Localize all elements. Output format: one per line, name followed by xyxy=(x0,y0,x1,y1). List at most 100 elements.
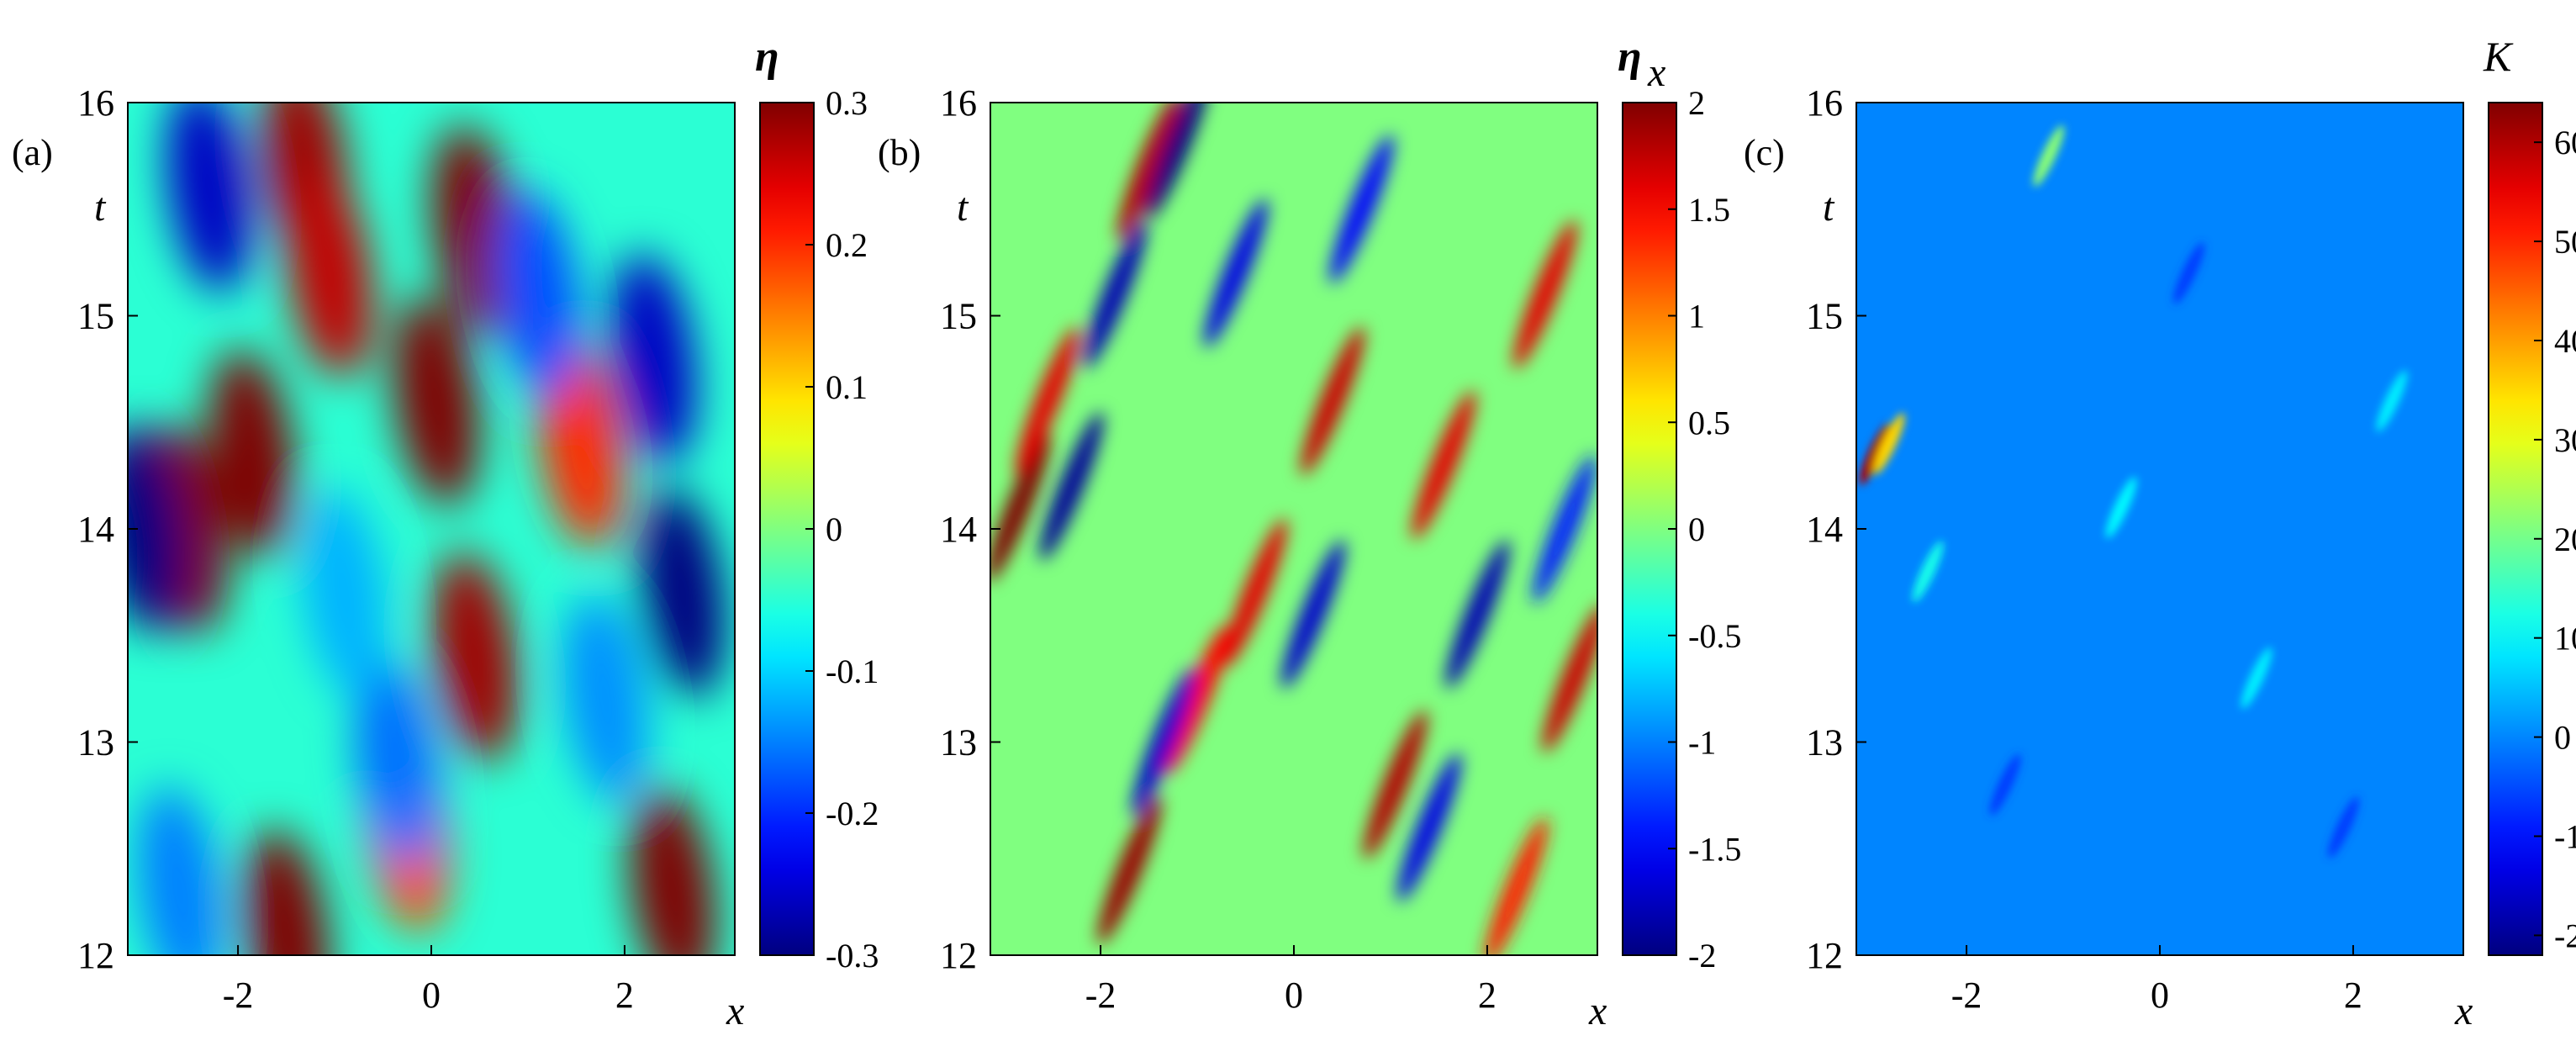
colorbar-tick-label: 20 xyxy=(2554,520,2576,558)
colorbar-tick-label: 30 xyxy=(2554,421,2576,459)
y-tick-label: 12 xyxy=(77,935,114,976)
heatmap-field xyxy=(128,103,726,955)
heatmap-blob xyxy=(209,350,295,559)
colorbar-title: K xyxy=(2483,33,2514,80)
heatmap-blob xyxy=(1397,753,1461,902)
heatmap-blob xyxy=(2033,124,2065,187)
colorbar-tick-label: -10 xyxy=(2554,818,2576,856)
heatmap-blob xyxy=(1146,103,1210,219)
heatmap-blob xyxy=(128,425,184,633)
heatmap-blob xyxy=(301,489,388,698)
x-axis-label: x xyxy=(1588,989,1607,1033)
heatmap-blob xyxy=(2105,477,2137,539)
colorbar xyxy=(760,103,814,955)
heatmap-blob xyxy=(1445,540,1510,689)
x-tick-label: 2 xyxy=(1478,975,1497,1016)
heatmap-blob xyxy=(1533,454,1597,604)
y-tick-label: 13 xyxy=(77,722,114,763)
x-tick-label: 0 xyxy=(422,975,441,1016)
heatmap-blob xyxy=(1859,423,1891,485)
y-tick-label: 13 xyxy=(1806,722,1843,763)
heatmap-blob xyxy=(166,103,252,293)
y-axis-label: t xyxy=(1823,185,1835,230)
heatmap-blob xyxy=(393,296,479,505)
heatmap-blob xyxy=(1301,326,1365,476)
y-axis-label: t xyxy=(94,185,107,230)
colorbar-tick-label: -0.1 xyxy=(826,652,879,690)
heatmap-blob xyxy=(1281,540,1345,689)
y-tick-label: 14 xyxy=(1806,509,1843,550)
heatmap-blob xyxy=(562,594,648,804)
heatmap-blob xyxy=(640,489,726,698)
x-tick-label: 2 xyxy=(2344,975,2362,1016)
heatmap-blob xyxy=(1131,668,1196,816)
x-tick-label: 0 xyxy=(1285,975,1303,1016)
x-tick-label: 2 xyxy=(615,975,634,1016)
x-axis-label: x xyxy=(2454,989,2473,1033)
panel-b: -2 0 2 12 13 14 15 16 x t (b) -2 -1.5 -1 -0.5 0 0.5 1 1.5 2… xyxy=(878,33,1741,1033)
heatmap-blob xyxy=(1989,753,2021,816)
colorbar-tick-label: 2 xyxy=(1688,84,1705,122)
heatmap-field xyxy=(1859,124,2408,858)
colorbar-tick-label: 0 xyxy=(826,510,842,548)
x-tick-label: -2 xyxy=(223,975,254,1016)
colorbar-tick-label: 1.5 xyxy=(1688,191,1730,229)
y-tick-label: 12 xyxy=(1806,935,1843,976)
heatmap-blob xyxy=(2173,242,2204,304)
heatmap-blob xyxy=(2376,370,2408,432)
heatmap-blob xyxy=(1363,710,1428,859)
colorbar-tick-label: 0.3 xyxy=(826,84,868,122)
heatmap-blob xyxy=(1484,816,1549,955)
y-tick-label: 15 xyxy=(77,296,114,337)
y-tick-label: 15 xyxy=(1806,296,1843,337)
colorbar-tick-label: -1 xyxy=(1688,724,1716,762)
heatmap-blob xyxy=(1015,326,1079,476)
heatmap-blob xyxy=(355,658,441,868)
colorbar-tick-label: 0.2 xyxy=(826,226,868,264)
heatmap-blob xyxy=(1412,390,1476,540)
colorbar xyxy=(2489,103,2542,955)
y-tick-label: 14 xyxy=(77,509,114,550)
colorbar-tick-label: -1.5 xyxy=(1688,830,1741,868)
heatmap-background xyxy=(990,103,1597,955)
colorbar-frame xyxy=(2488,102,2543,956)
heatmap-background xyxy=(1856,103,2463,955)
heatmap-blob xyxy=(1513,219,1577,369)
heatmap-blob xyxy=(610,254,697,463)
panel-label: (a) xyxy=(12,132,53,173)
heatmap-blob xyxy=(1165,625,1229,774)
colorbar-title: η xyxy=(755,33,779,81)
colorbar-tick-label: -0.5 xyxy=(1688,617,1741,655)
heatmap-blob xyxy=(1542,604,1597,753)
colorbar-tick-label: -0.3 xyxy=(826,937,879,975)
heatmap-blob xyxy=(432,552,518,762)
heatmap-blob xyxy=(630,786,716,955)
heatmap-blob xyxy=(990,433,1051,582)
y-axis-label: t xyxy=(957,185,969,230)
colorbar-tick-label: 40 xyxy=(2554,322,2576,360)
heatmap-blob xyxy=(1039,412,1104,561)
panel-a: -2 0 2 12 13 14 15 16 x t (a) -0.3 -0.2 -0.1 0 0.1 0.2 0.… xyxy=(12,33,879,1033)
colorbar-tick-label: 0 xyxy=(1688,510,1705,548)
colorbar-tick-label: -2 xyxy=(1688,937,1716,975)
heatmap-blob xyxy=(2328,796,2359,858)
heatmap-blobs xyxy=(128,103,726,955)
heatmap-blob xyxy=(1083,219,1148,369)
panel-label: (b) xyxy=(878,132,921,173)
panel-label: (c) xyxy=(1744,132,1785,173)
colorbar-tick-label: 0.5 xyxy=(1688,404,1730,441)
heatmap-field xyxy=(990,103,1597,955)
x-tick-label: -2 xyxy=(1951,975,1982,1016)
colorbar-tick-label: 10 xyxy=(2554,620,2576,658)
heatmap-blobs xyxy=(990,103,1597,955)
y-tick-label: 16 xyxy=(940,82,977,124)
colorbar-tick-label: 0 xyxy=(2554,719,2571,757)
heatmap-blob xyxy=(1912,541,1944,603)
y-tick-label: 14 xyxy=(940,509,977,550)
heatmap-blob xyxy=(1223,518,1287,668)
heatmap-blob xyxy=(1329,135,1394,283)
y-tick-label: 16 xyxy=(77,82,114,124)
colorbar-tick-label: -0.2 xyxy=(826,795,879,832)
